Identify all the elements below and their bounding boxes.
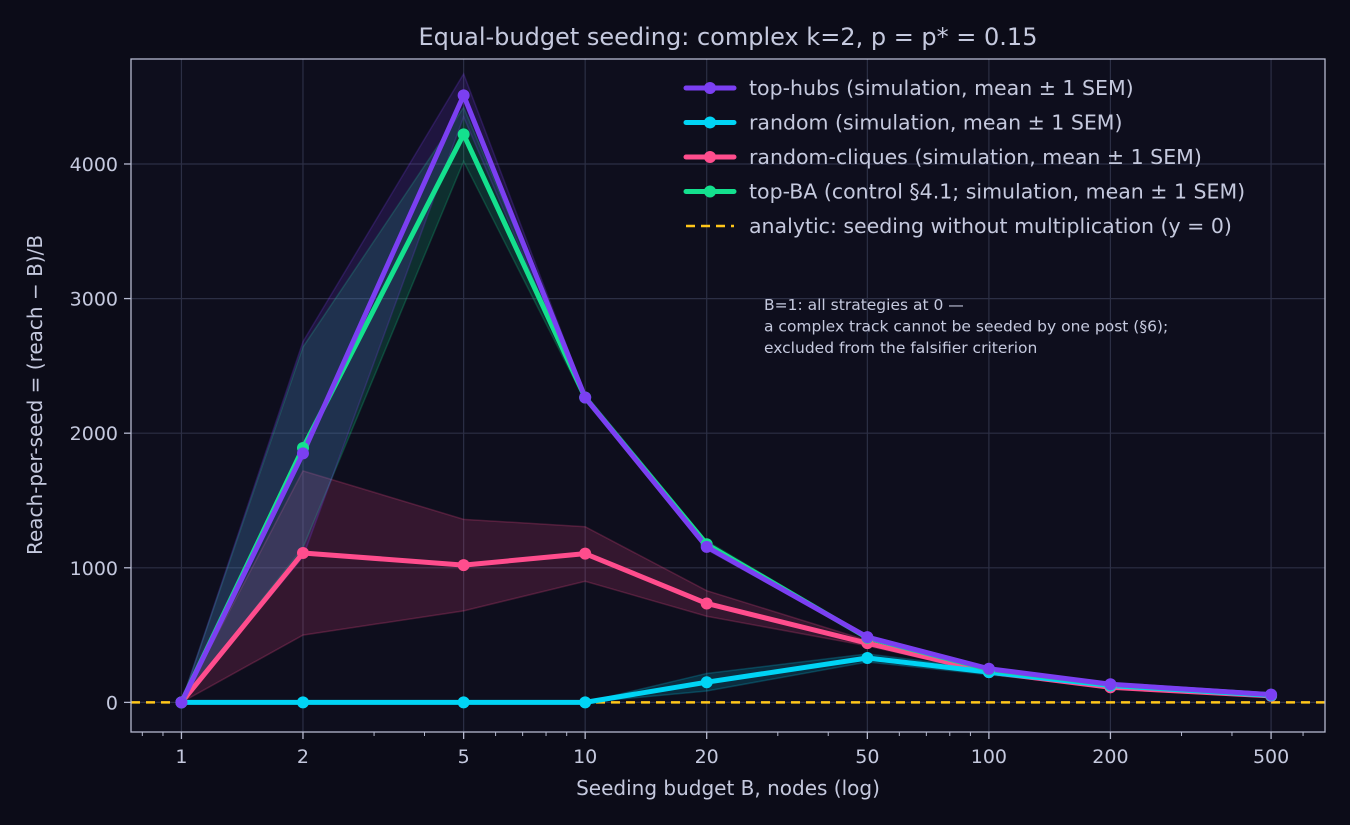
legend-swatch-marker	[704, 116, 716, 129]
data-point-3-7	[1104, 678, 1117, 691]
data-point-0-1	[296, 546, 309, 559]
plot-border	[130, 58, 1326, 733]
y-axis-label: Reach-per-seed = (reach − B)/B	[23, 235, 47, 555]
data-point-3-4	[700, 540, 713, 553]
data-point-3-6	[982, 662, 995, 675]
x-tick-label: 1	[175, 746, 187, 768]
annotation-line: a complex track cannot be seeded by one …	[764, 318, 1168, 336]
x-tick-label: 500	[1253, 746, 1289, 768]
data-point-3-8	[1265, 688, 1278, 701]
data-point-2-2	[457, 128, 470, 141]
data-point-3-3	[579, 391, 592, 404]
data-point-1-1	[296, 696, 309, 709]
legend-swatch-marker	[704, 82, 716, 94]
legend-label: analytic: seeding without multiplication…	[749, 214, 1232, 238]
legend: top-hubs (simulation, mean ± 1 SEM) rando…	[683, 76, 1245, 238]
y-tick-label: 1000	[70, 558, 118, 580]
chart-title: Equal-budget seeding: complex k=2, p = p…	[419, 23, 1038, 51]
data-point-0-2	[457, 559, 470, 572]
legend-label: top-BA (control §4.1; simulation, mean ±…	[749, 180, 1245, 204]
x-tick-label: 50	[855, 746, 879, 768]
x-tick-label: 2	[297, 746, 309, 768]
x-tick-label: 5	[458, 746, 470, 768]
legend-label: random (simulation, mean ± 1 SEM)	[749, 111, 1122, 135]
annotation-line: excluded from the falsifier criterion	[764, 339, 1037, 357]
x-axis-label: Seeding budget B, nodes (log)	[576, 776, 880, 800]
annotation-line: B=1: all strategies at 0 —	[764, 296, 964, 314]
data-point-1-4	[700, 676, 713, 689]
data-point-3-5	[861, 631, 874, 644]
y-axis-ticks: 0 1000 2000 3000 4000	[70, 154, 131, 714]
data-point-3-2	[457, 89, 470, 102]
annotation: B=1: all strategies at 0 — a complex trac…	[764, 296, 1168, 357]
series-points	[175, 89, 1278, 709]
x-tick-label: 100	[971, 746, 1007, 768]
y-tick-label: 4000	[70, 154, 118, 176]
data-point-3-1	[296, 447, 309, 460]
legend-label: random-cliques (simulation, mean ± 1 SEM…	[749, 145, 1202, 169]
data-point-1-2	[457, 696, 470, 709]
x-tick-label: 200	[1092, 746, 1128, 768]
y-tick-label: 0	[106, 692, 118, 714]
x-axis-ticks: 1 2 5 10 20 50 100 200 500	[141, 732, 1304, 768]
legend-label: top-hubs (simulation, mean ± 1 SEM)	[749, 76, 1134, 100]
data-point-0-3	[579, 547, 592, 560]
data-point-1-5	[861, 651, 874, 664]
data-point-1-3	[579, 696, 592, 709]
legend-swatch-marker	[704, 185, 716, 198]
data-point-0-4	[700, 597, 713, 610]
data-point-3-0	[175, 696, 188, 709]
plot-frame	[130, 58, 1326, 733]
y-tick-label: 2000	[70, 423, 118, 445]
y-tick-label: 3000	[70, 289, 118, 311]
legend-swatch-marker	[704, 151, 716, 163]
x-tick-label: 10	[573, 746, 597, 768]
x-tick-label: 20	[695, 746, 719, 768]
